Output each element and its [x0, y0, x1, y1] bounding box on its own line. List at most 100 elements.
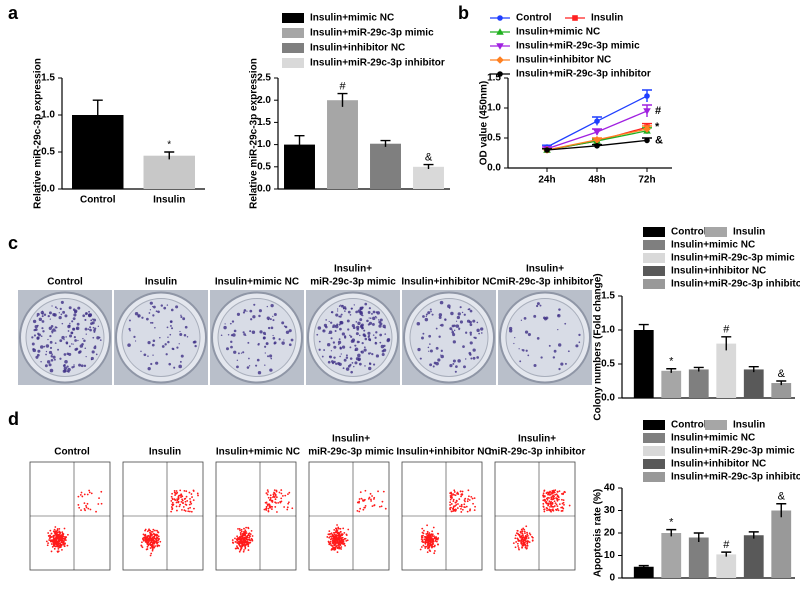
bar [661, 533, 682, 578]
colony [229, 322, 232, 325]
colony [170, 324, 172, 327]
colony [74, 339, 77, 342]
event-dot [542, 496, 545, 498]
event-dot [524, 540, 527, 542]
y-axis-label: OD value (450nm) [479, 81, 490, 165]
colony [233, 329, 237, 333]
event-dot [62, 535, 65, 538]
colony [366, 319, 369, 323]
event-dot [148, 539, 151, 542]
colony [427, 346, 430, 349]
event-dot [381, 500, 384, 503]
event-dot [267, 490, 270, 493]
colony [45, 353, 47, 356]
event-dot [56, 528, 59, 530]
colony [316, 333, 319, 336]
colony [430, 310, 432, 313]
event-dot [174, 494, 176, 496]
colony [322, 329, 325, 332]
colony [134, 340, 137, 342]
colony [349, 346, 352, 349]
colony [429, 343, 431, 345]
event-dot [47, 542, 50, 545]
event-dot [358, 498, 361, 500]
event-dot [181, 498, 184, 501]
event-dot [551, 505, 554, 508]
colony [184, 325, 188, 329]
colony [332, 326, 334, 328]
event-dot [188, 510, 191, 513]
significance-mark: * [669, 517, 674, 529]
event-dot [553, 505, 556, 507]
colony [469, 341, 473, 345]
legend-marker [497, 15, 503, 21]
event-dot [337, 544, 340, 547]
event-dot [154, 529, 156, 532]
colony [248, 357, 250, 360]
event-dot [241, 536, 244, 539]
event-dot [52, 544, 55, 547]
event-dot [243, 543, 246, 546]
event-dot [244, 537, 247, 540]
legend-swatch [282, 43, 304, 53]
event-dot [247, 541, 250, 544]
error-bar [693, 532, 704, 542]
colony [89, 326, 92, 329]
event-dot [515, 532, 518, 535]
colony [278, 338, 281, 341]
colony [451, 329, 453, 331]
event-dot [459, 505, 461, 508]
event-dot [151, 530, 154, 533]
colony [149, 301, 153, 305]
colony [364, 337, 368, 341]
colony [333, 356, 336, 359]
event-dot [449, 498, 452, 501]
colony [243, 333, 246, 336]
y-axis-label: Apoptosis rate (%) [593, 489, 604, 577]
event-dot [429, 540, 431, 543]
colony [43, 313, 47, 316]
error-bar [294, 135, 305, 154]
event-dot [526, 544, 529, 547]
event-dot [550, 510, 552, 513]
colony [428, 334, 432, 338]
y-tick-label: 1.5 [487, 73, 501, 84]
event-dot [61, 537, 64, 540]
colony [340, 313, 343, 316]
event-dot [522, 540, 524, 543]
event-dot [236, 539, 239, 542]
event-dot [454, 501, 457, 504]
colony [469, 309, 473, 313]
event-dot [286, 506, 289, 509]
event-dot [272, 496, 274, 499]
event-dot [520, 528, 523, 531]
dish [409, 298, 489, 377]
legend-swatch [643, 446, 665, 456]
colony [76, 322, 80, 326]
event-dot [426, 551, 429, 554]
event-dot [522, 527, 525, 530]
event-dot [545, 506, 548, 509]
colony [578, 341, 581, 344]
event-dot [425, 545, 428, 548]
event-dot [555, 503, 558, 506]
colony [469, 320, 472, 324]
colony [148, 312, 151, 314]
colony [50, 358, 54, 362]
event-dot [287, 501, 290, 504]
event-dot [461, 490, 464, 493]
colony [46, 360, 51, 364]
event-dot [249, 533, 252, 536]
colony [186, 336, 189, 338]
colony [371, 312, 373, 315]
colony [49, 318, 51, 320]
colony [341, 332, 345, 336]
colony [92, 336, 95, 339]
colony [152, 314, 155, 317]
colony [337, 308, 339, 310]
event-dot [556, 490, 559, 493]
colony [458, 327, 461, 330]
event-dot [554, 493, 557, 496]
colony [382, 324, 386, 328]
colony [360, 314, 363, 316]
